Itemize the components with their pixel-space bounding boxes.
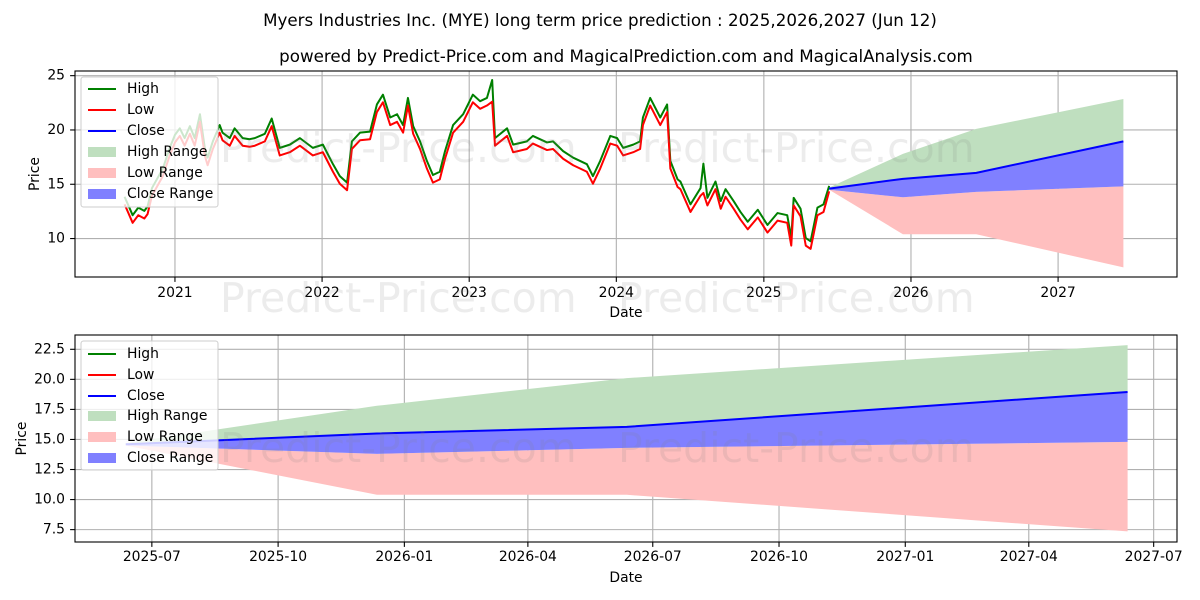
- legend-item: Close: [88, 123, 165, 139]
- y-tick-label: 7.5: [43, 522, 65, 538]
- legend: High Low Close High Range Low Range Close Ran…: [80, 340, 219, 471]
- high-range-band: [829, 99, 1124, 189]
- legend-swatch-close-range: [88, 189, 116, 199]
- legend-item: High: [88, 346, 159, 362]
- low-range-band: [829, 186, 1124, 268]
- watermark-text: Predict-Price.com: [618, 424, 975, 472]
- y-tick-label: 22.5: [34, 341, 65, 357]
- x-tick-label: 2026-01: [375, 549, 433, 565]
- y-tick-label: 20: [47, 122, 65, 138]
- high-range-band: [125, 345, 1128, 445]
- x-tick-label: 2025-07: [123, 549, 181, 565]
- close-range-band: [125, 391, 1128, 454]
- legend-label: High Range: [127, 408, 207, 424]
- axes-frame: [74, 334, 1178, 543]
- x-tick-label: 2026-04: [499, 549, 557, 565]
- legend-swatch-low-range: [88, 168, 116, 178]
- watermark-text: Predict-Price.com: [618, 124, 975, 172]
- legend-item: High Range: [88, 408, 207, 424]
- legend-swatch-close-range: [88, 453, 116, 463]
- y-tick-label: 10: [47, 231, 65, 247]
- legend-label: Close: [127, 123, 165, 139]
- legend-swatch-high-range: [88, 147, 116, 157]
- legend-swatch-low-range: [88, 432, 116, 442]
- x-axis-label: Date: [609, 570, 642, 586]
- close-range-band: [829, 141, 1124, 198]
- x-tick-label: 2027: [1040, 285, 1075, 301]
- y-axis-label: Price: [14, 422, 30, 456]
- legend-label: High: [127, 346, 159, 362]
- figure-title: Myers Industries Inc. (MYE) long term pr…: [263, 10, 937, 30]
- watermark-text: Predict-Price.com: [220, 424, 577, 472]
- x-tick-label: 2026-10: [750, 549, 808, 565]
- x-tick-label: 2025-10: [249, 549, 307, 565]
- x-tick-label: 2023: [452, 285, 487, 301]
- watermark-text: Predict-Price.com: [618, 274, 975, 322]
- x-axis-label: Date: [609, 305, 642, 321]
- legend-item: Close: [88, 388, 165, 404]
- legend-label: Close: [127, 388, 165, 404]
- legend-label: High Range: [127, 144, 207, 160]
- axes-frame: [74, 70, 1178, 278]
- x-tick-label: 2027-07: [1125, 549, 1183, 565]
- legend-label: High: [127, 81, 159, 97]
- watermarks: Predict-Price.com Predict-Price.com Predic…: [220, 124, 975, 472]
- legend-item: High Range: [88, 144, 207, 160]
- forecast-close-line: [829, 140, 1124, 190]
- y-tick-label: 17.5: [34, 401, 65, 417]
- legend: High Low Close High Range Low Range Close Ran…: [80, 76, 219, 208]
- plot-area: [125, 345, 1128, 532]
- x-tick-label: 2021: [157, 285, 192, 301]
- watermark-text: Predict-Price.com: [220, 274, 577, 322]
- x-tick-label: 2026: [893, 285, 928, 301]
- y-tick-label: 20.0: [34, 371, 65, 387]
- legend-label: Close Range: [127, 450, 213, 466]
- x-tick-label: 2026-07: [624, 549, 682, 565]
- chart-panels: 2021 2022 2023 2024 2025 2026 202710152025Date…: [14, 68, 1183, 586]
- legend-swatch-high-range: [88, 411, 116, 421]
- y-tick-label: 25: [47, 68, 65, 84]
- legend-label: Low Range: [127, 429, 203, 445]
- legend-item: Low Range: [88, 165, 203, 181]
- y-tick-label: 15.0: [34, 431, 65, 447]
- y-tick-label: 15: [47, 176, 65, 192]
- x-tick-label: 2025: [746, 285, 781, 301]
- legend-label: Low: [127, 102, 154, 118]
- chart-panel-2: 2025-07 2025-10 2026-01 2026-04 2026-07 2026-…: [14, 334, 1183, 586]
- x-tick-label: 2027-01: [876, 549, 934, 565]
- legend-label: Close Range: [127, 186, 213, 202]
- y-axis-label: Price: [27, 157, 43, 191]
- legend-label: Low: [127, 367, 154, 383]
- chart-subtitle: powered by Predict-Price.com and Magical…: [279, 46, 973, 66]
- legend-label: Low Range: [127, 165, 203, 181]
- x-tick-label: 2024: [599, 285, 635, 301]
- y-tick-label: 12.5: [34, 462, 65, 478]
- legend-item: Low: [88, 367, 154, 383]
- low-range-band: [125, 441, 1128, 532]
- x-tick-label: 2022: [304, 285, 339, 301]
- legend-item: Close Range: [88, 186, 213, 202]
- x-tick-label: 2027-04: [1000, 549, 1058, 565]
- watermark-text: Predict-Price.com: [220, 124, 577, 172]
- forecast-close-line: [125, 390, 1128, 446]
- legend-item: Close Range: [88, 450, 213, 466]
- legend-item: Low Range: [88, 429, 203, 445]
- chart-panel-1: 2021 2022 2023 2024 2025 2026 202710152025Date…: [27, 68, 1178, 321]
- y-tick-label: 10.0: [34, 492, 65, 508]
- legend-item: Low: [88, 102, 154, 118]
- legend-item: High: [88, 81, 159, 97]
